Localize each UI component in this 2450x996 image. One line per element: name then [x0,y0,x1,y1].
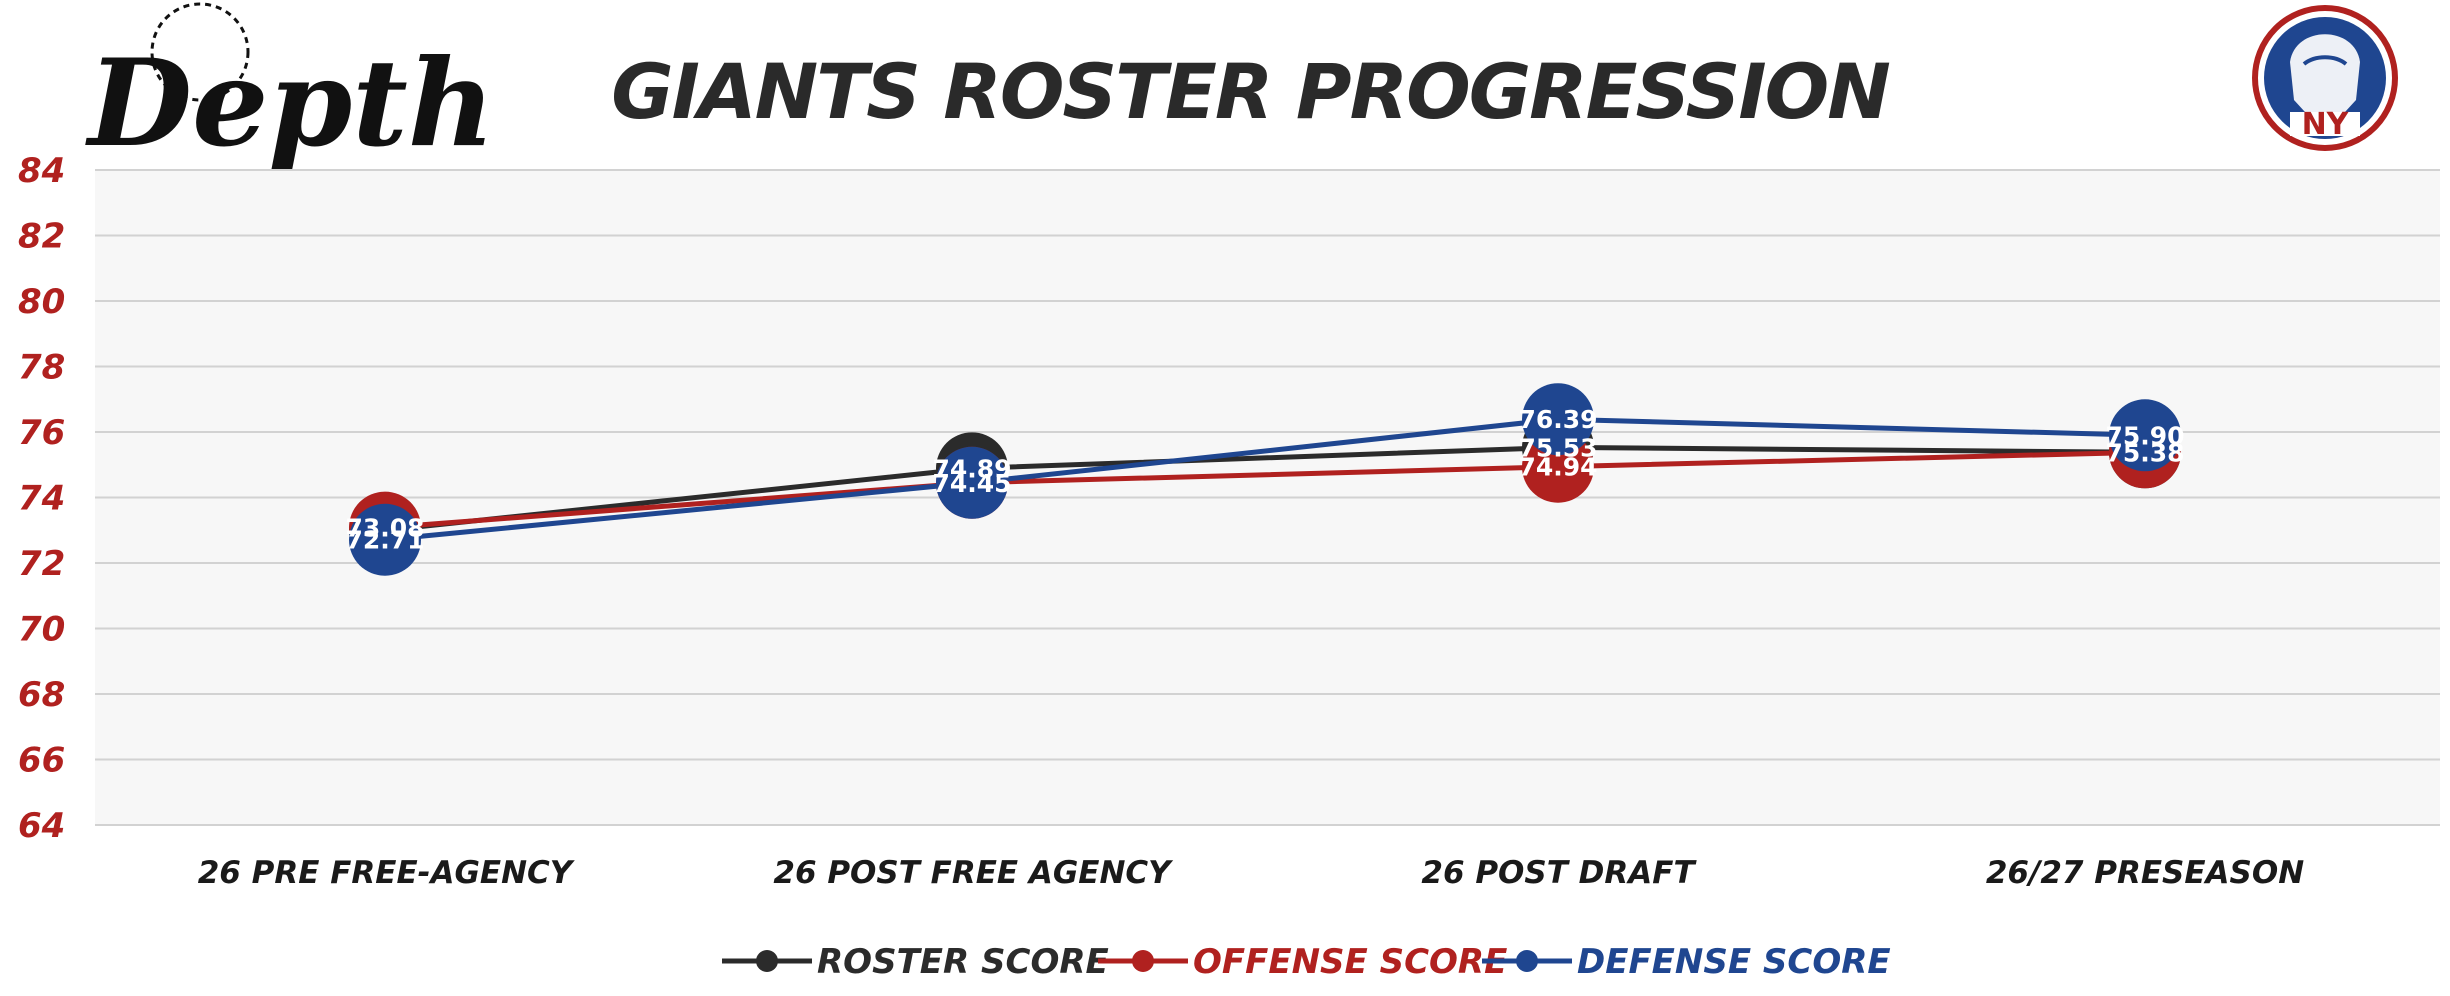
data-label: 75.38 [2105,438,2184,467]
legend-marker [1516,950,1538,972]
legend: ROSTER SCORE OFFENSE SCORE DEFENSE SCORE [722,942,1891,982]
data-labels: 74.89 75.53 73.08 74.94 75.38 72.71 74.45 76.39… [345,405,2184,555]
y-tick-label: 68 [18,675,65,715]
chart-title: GIANTS ROSTER PROGRESSION [611,47,1890,136]
series-lines [384,416,2146,543]
series-line [384,449,2146,531]
legend-label: OFFENSE SCORE [1193,942,1507,982]
series-line [384,416,2146,543]
data-label: 74.89 [932,454,1011,483]
data-label: 73.08 [345,514,424,543]
data-label: 76.39 [1518,405,1597,434]
x-tick-label: 26 PRE FREE-AGENCY [198,855,576,891]
x-axis-ticks: 26 PRE FREE-AGENCY 26 POST FREE AGENCY 26 … [198,855,2304,891]
data-label: 75.53 [1518,433,1597,462]
data-point [936,446,1008,519]
y-tick-label: 72 [18,544,65,584]
logo-text: Depth [85,33,495,174]
y-tick-label: 80 [18,282,65,322]
y-tick-label: 74 [18,479,65,519]
y-axis-ticks: 64 66 68 70 72 74 76 78 80 82 84 [18,151,65,846]
x-tick-label: 26/27 PRESEASON [1986,855,2304,891]
data-label: 74.94 [1518,453,1597,482]
y-tick-label: 70 [18,610,65,650]
badge-text: NY [2302,107,2350,142]
data-point [349,503,421,576]
legend-marker [756,950,778,972]
data-point [2109,399,2181,472]
y-tick-label: 82 [18,217,65,257]
y-tick-label: 78 [18,348,65,388]
series-points [349,383,2181,576]
legend-marker [1132,950,1154,972]
x-tick-label: 26 POST DRAFT [1421,855,1697,891]
depth-logo: Depth [85,2,495,174]
data-label: 74.45 [932,469,1011,498]
series-line [384,444,2146,533]
data-label: 72.71 [345,526,424,555]
x-tick-label: 26 POST FREE AGENCY [773,855,1174,891]
data-label: 75.90 [2105,421,2184,450]
y-tick-label: 76 [18,413,65,453]
y-tick-label: 64 [18,806,65,846]
data-point [1522,383,1594,456]
giants-badge-icon: NY [2252,5,2398,151]
y-tick-label: 66 [18,741,65,781]
legend-label: DEFENSE SCORE [1577,942,1891,982]
legend-label: ROSTER SCORE [817,942,1109,982]
y-tick-label: 84 [18,151,65,191]
